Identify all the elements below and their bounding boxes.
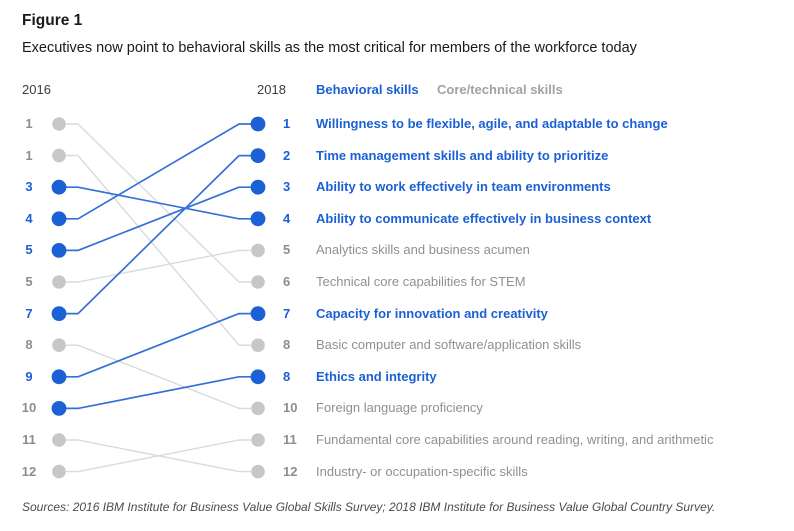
skill-label: Technical core capabilities for STEM — [316, 274, 526, 289]
slope-line-behavioral — [66, 123, 251, 220]
right-rank: 5 — [283, 242, 291, 258]
skill-label: Ability to communicate effectively in bu… — [316, 210, 652, 226]
left-rank: 5 — [25, 242, 33, 258]
slope-line-core — [66, 439, 251, 473]
right-rank: 3 — [283, 179, 291, 195]
rank-dot-2016-row8 — [52, 338, 66, 353]
rank-dot-2018-row4 — [250, 211, 266, 227]
rank-dot-2016-row2 — [52, 148, 66, 163]
left-rank: 1 — [25, 116, 33, 131]
left-rank: 9 — [25, 368, 33, 384]
skill-label: Willingness to be flexible, agile, and a… — [316, 116, 668, 131]
left-rank: 4 — [25, 210, 33, 226]
right-rank: 10 — [283, 400, 298, 416]
rank-dot-2016-row4 — [51, 211, 67, 227]
skill-label: Time management skills and ability to pr… — [316, 147, 609, 163]
slope-line-core — [66, 123, 251, 283]
rank-dot-2018-row11 — [251, 433, 265, 447]
rank-dot-2018-row12 — [251, 464, 265, 479]
rank-dot-2018-row8 — [251, 338, 265, 353]
right-rank: 8 — [283, 368, 291, 384]
rank-dot-2018-row7 — [250, 306, 266, 321]
legend-core-technical-skills: Core/technical skills — [437, 82, 563, 97]
rank-dot-2018-row10 — [251, 401, 265, 416]
rank-dot-2016-row1 — [52, 117, 66, 131]
right-rank: 4 — [283, 210, 291, 226]
skill-label: Foreign language proficiency — [316, 400, 483, 416]
slope-line-behavioral — [66, 186, 251, 220]
right-rank: 12 — [283, 463, 298, 479]
right-rank: 11 — [283, 432, 297, 447]
right-rank: 7 — [283, 305, 291, 321]
slope-line-core — [66, 249, 251, 283]
rank-dot-2016-row7 — [51, 306, 67, 321]
rank-dot-2016-row11 — [52, 433, 66, 447]
rank-dot-2016-row5 — [51, 243, 67, 258]
legend-behavioral-skills: Behavioral skills — [316, 82, 419, 97]
slope-line-behavioral — [66, 375, 251, 410]
rank-dot-2016-row10 — [51, 401, 67, 416]
left-rank: 12 — [21, 463, 37, 479]
left-rank: 1 — [25, 147, 33, 163]
skill-label: Ability to work effectively in team envi… — [316, 179, 611, 195]
left-rank: 5 — [25, 274, 33, 289]
rank-dot-2016-row9 — [51, 369, 67, 385]
column-header-2016: 2016 — [22, 82, 51, 97]
right-rank: 8 — [283, 337, 291, 353]
left-rank: 7 — [25, 305, 33, 321]
slope-line-behavioral — [66, 154, 251, 315]
skill-label: Basic computer and software/application … — [316, 337, 582, 353]
right-rank: 6 — [283, 274, 291, 289]
rank-dot-2016-row6 — [52, 275, 66, 289]
skill-label: Analytics skills and business acumen — [316, 242, 530, 258]
slope-line-behavioral — [66, 186, 251, 252]
left-rank: 11 — [22, 432, 36, 447]
sources-note: Sources: 2016 IBM Institute for Business… — [22, 500, 716, 514]
slope-line-core — [66, 344, 251, 410]
left-rank: 10 — [21, 400, 37, 416]
skill-label: Fundamental core capabilities around rea… — [316, 432, 714, 447]
right-rank: 2 — [283, 147, 291, 163]
left-rank: 8 — [25, 337, 33, 353]
figure-subtitle: Executives now point to behavioral skill… — [22, 40, 637, 56]
figure-title: Figure 1 — [22, 12, 83, 29]
skill-label: Industry- or occupation-specific skills — [316, 463, 528, 479]
slope-line-core — [66, 439, 251, 473]
skill-label: Capacity for innovation and creativity — [316, 305, 548, 321]
rank-dot-2018-row6 — [251, 275, 265, 289]
slope-line-behavioral — [66, 312, 251, 378]
column-header-2018: 2018 — [257, 82, 286, 97]
rank-dot-2018-row9 — [250, 369, 266, 385]
rank-dot-2018-row1 — [250, 116, 266, 132]
rank-dot-2016-row12 — [52, 464, 66, 479]
slope-line-core — [66, 154, 251, 346]
skill-label: Ethics and integrity — [316, 368, 437, 384]
rank-dot-2016-row3 — [51, 179, 67, 195]
rank-dot-2018-row2 — [250, 148, 266, 164]
left-rank: 3 — [25, 179, 33, 195]
right-rank: 1 — [283, 116, 291, 131]
rank-dot-2018-row5 — [251, 243, 265, 258]
rank-dot-2018-row3 — [250, 179, 266, 195]
